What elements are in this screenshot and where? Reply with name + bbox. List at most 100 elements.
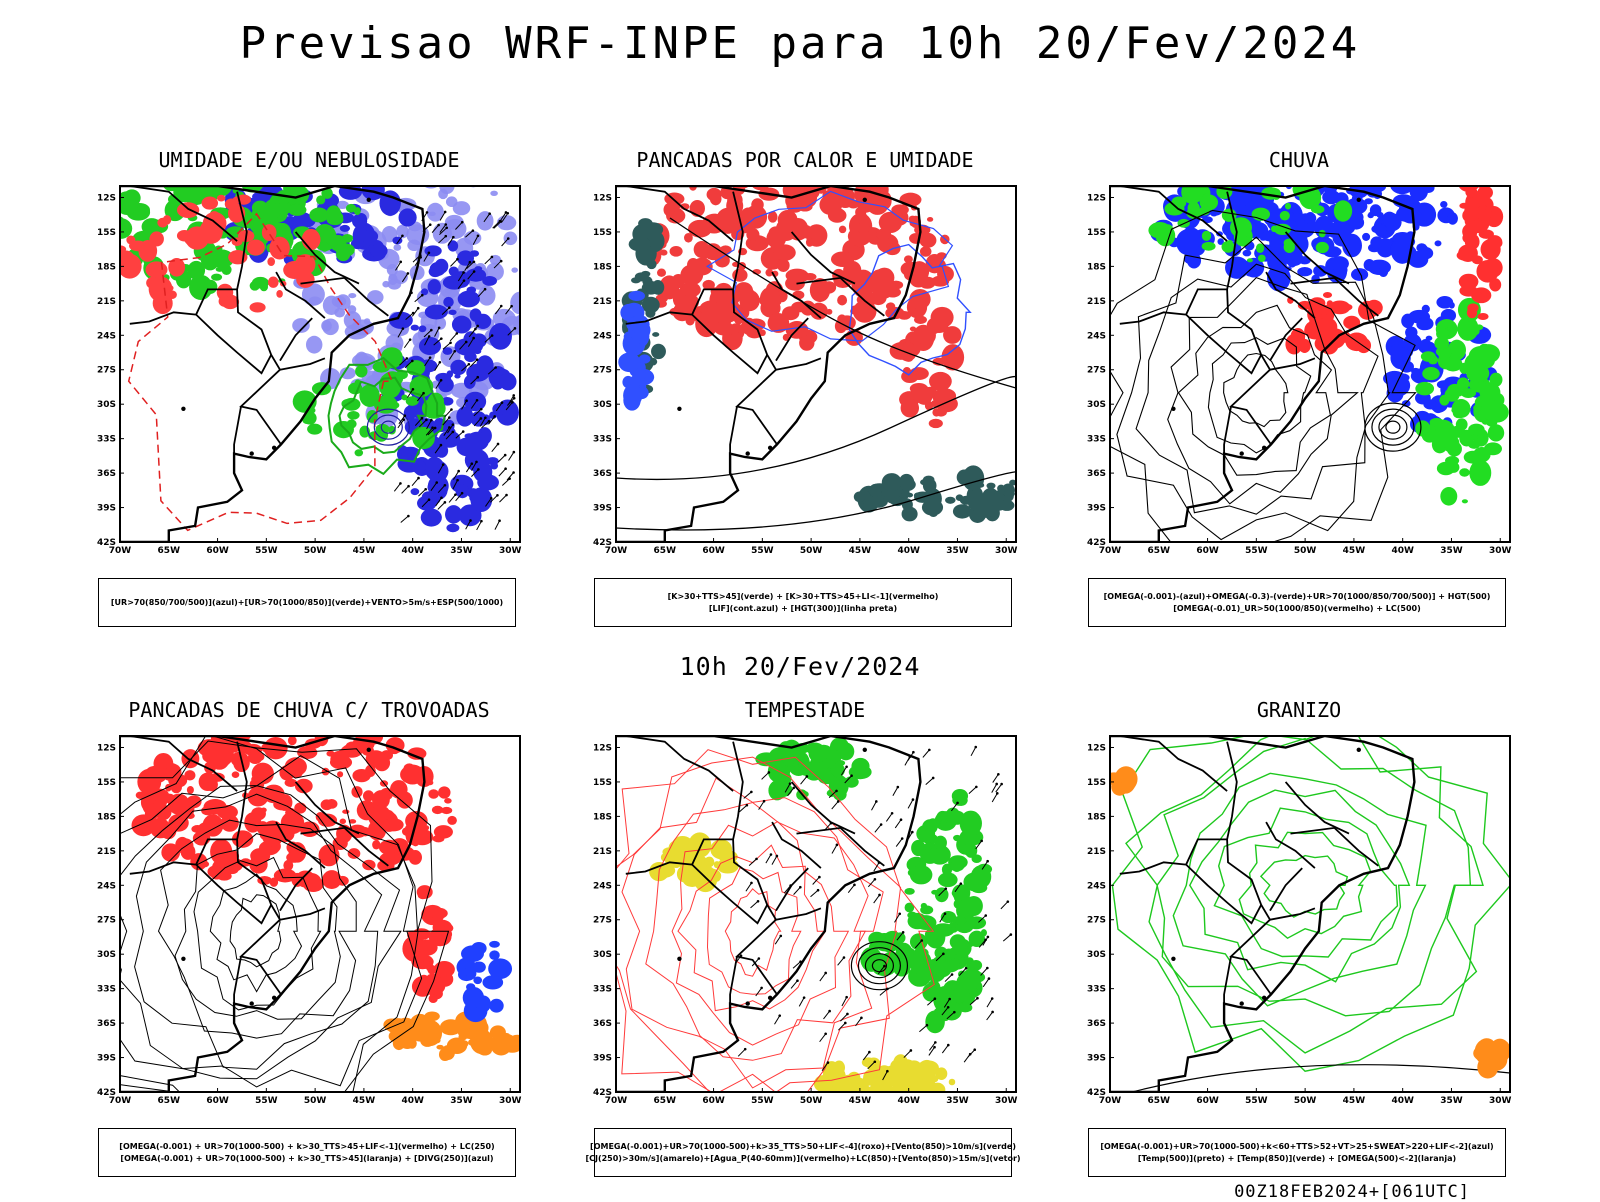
- wind-vector: [476, 376, 479, 379]
- humidity-area-dark: [470, 487, 492, 512]
- k-tts-area: [1004, 490, 1015, 498]
- orange-instability-area: [433, 1037, 440, 1043]
- low-level-humidity: [309, 208, 328, 223]
- thunderstorm-area: [363, 790, 374, 801]
- low-level-wind-area: [910, 933, 928, 950]
- low-level-humidity: [359, 384, 379, 407]
- strong-omega-area: [1274, 224, 1291, 235]
- omega-area: [1435, 240, 1442, 246]
- wind-vector: [820, 1034, 826, 1042]
- thickness-contour-area: [276, 290, 283, 298]
- thunderstorm-area: [288, 736, 297, 745]
- wind-vector: [951, 973, 954, 976]
- wind-vector: [803, 996, 806, 999]
- humidity-area-dark: [374, 245, 386, 252]
- lat-tick-label: 15S: [593, 228, 612, 238]
- wind-vector: [404, 414, 407, 417]
- wind-vector: [474, 328, 477, 331]
- strong-omega-area: [1440, 487, 1457, 506]
- lat-tick-label: 15S: [1087, 228, 1106, 238]
- lat-tick-label: 30S: [593, 400, 612, 410]
- wind-vector: [480, 520, 483, 523]
- omega-500-area: [1104, 772, 1124, 785]
- wind-vector: [898, 912, 901, 915]
- omega-area: [1386, 178, 1399, 183]
- thunderstorm-area: [248, 751, 263, 764]
- lon-tick-label: 60W: [702, 546, 725, 556]
- political-border: [1227, 742, 1271, 995]
- omega-area: [1202, 178, 1217, 182]
- rh-omega-area: [1285, 334, 1302, 354]
- divergence-area: [489, 941, 500, 948]
- rh-omega-area: [1477, 186, 1493, 200]
- wind-vector: [820, 973, 826, 981]
- thunderstorm-area: [372, 840, 380, 850]
- lat-tick-label: 24S: [97, 331, 116, 341]
- legend-line: [OMEGA(-0.001)+UR>70(1000-500)+k>35_TTS>…: [590, 1141, 1016, 1153]
- panel-legend: [OMEGA(-0.001)+UR>70(1000-500)+k<60+TTS>…: [1088, 1128, 1506, 1177]
- lon-tick-label: 70W: [109, 546, 132, 556]
- wind-vector: [778, 1014, 781, 1017]
- wind-vector: [908, 800, 913, 809]
- wind-vector: [504, 454, 507, 457]
- wind-vector: [498, 519, 501, 522]
- lake-marker: [1240, 451, 1244, 455]
- wind-vector: [926, 778, 933, 785]
- instability-area: [657, 269, 666, 277]
- wind-vector: [845, 996, 848, 999]
- political-border: [234, 407, 241, 454]
- wind-vector: [971, 747, 976, 756]
- lat-tick-label: 12S: [97, 193, 116, 203]
- lif-contour-area: [623, 384, 642, 407]
- wind-vector: [875, 800, 878, 803]
- wind-vector: [461, 221, 464, 224]
- low-level-humidity: [231, 178, 247, 180]
- low-level-humidity: [346, 204, 356, 213]
- lon-tick-label: 65W: [1148, 546, 1171, 556]
- lon-tick-label: 30W: [995, 1096, 1018, 1106]
- omega-area: [1408, 209, 1421, 223]
- low-level-wind-area: [938, 872, 958, 887]
- instability-area: [853, 300, 877, 322]
- political-border: [776, 868, 808, 911]
- legend-line: [OMEGA(-0.001)+UR>70(1000-500)+k<60+TTS>…: [1100, 1141, 1493, 1153]
- wind-vector: [799, 998, 804, 1007]
- lat-tick-label: 39S: [1087, 504, 1106, 514]
- wind-vector: [775, 1016, 780, 1025]
- strong-omega-area: [1430, 418, 1444, 427]
- humidity-area-dark: [443, 297, 454, 307]
- wind-vector: [902, 931, 905, 934]
- wind-vector: [448, 306, 451, 309]
- strong-omega-area: [1488, 424, 1504, 441]
- low-level-humidity: [250, 281, 260, 291]
- omega-500-area: [1475, 1039, 1499, 1065]
- lon-tick-label: 50W: [1294, 546, 1317, 556]
- low-level-humidity: [112, 216, 124, 225]
- wind-vector: [912, 798, 915, 801]
- wind-vector: [450, 408, 453, 411]
- low-level-humidity: [321, 242, 329, 252]
- wind-vector: [463, 279, 466, 282]
- coastline: [616, 736, 920, 1092]
- humidity-area-dark: [404, 406, 416, 421]
- lon-tick-label: 50W: [800, 1096, 823, 1106]
- wind-vector: [965, 967, 968, 970]
- wind-vector: [997, 773, 1000, 776]
- thunderstorm-area: [400, 766, 421, 784]
- low-level-wind-area: [895, 932, 905, 943]
- lon-tick-label: 55W: [751, 1096, 774, 1106]
- wind-vector: [823, 1011, 829, 1019]
- wind-vector: [933, 1046, 936, 1049]
- thunderstorm-area: [321, 799, 333, 810]
- low-level-humidity: [347, 411, 359, 420]
- wind-vector: [746, 883, 752, 891]
- wind-vector: [513, 451, 516, 454]
- lon-tick-label: 70W: [605, 1096, 628, 1106]
- thunderstorm-area: [148, 797, 155, 804]
- thickness-contour-area: [219, 296, 230, 307]
- humidity-area-dark: [470, 250, 479, 257]
- humidity-area-light: [393, 244, 401, 251]
- lake-marker: [181, 407, 185, 411]
- humidity-area-dark: [452, 316, 471, 334]
- instability-area: [848, 246, 860, 256]
